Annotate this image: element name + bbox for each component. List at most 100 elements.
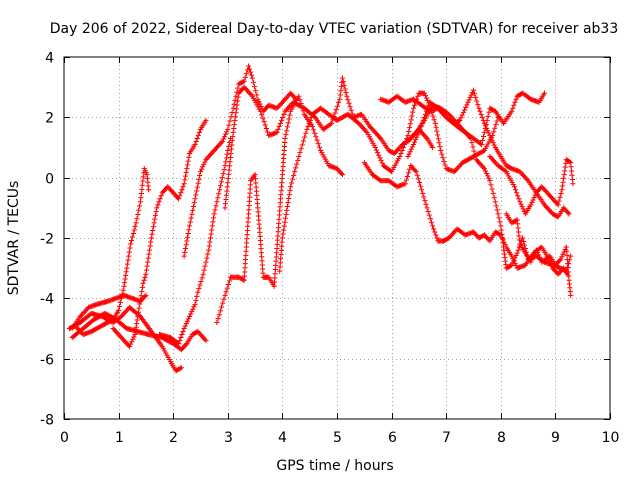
data-point <box>419 187 425 193</box>
data-point <box>434 235 440 241</box>
data-point <box>562 168 568 174</box>
data-point <box>312 130 318 136</box>
data-point <box>476 105 482 111</box>
data-point <box>338 170 344 177</box>
data-point <box>282 135 288 142</box>
data-point <box>460 109 466 116</box>
data-point <box>117 333 123 339</box>
data-point <box>405 153 411 160</box>
data-point <box>197 169 204 175</box>
data-point <box>126 344 133 350</box>
data-point <box>192 141 198 148</box>
data-point <box>138 293 144 299</box>
data-point <box>558 190 564 197</box>
data-point <box>488 135 494 141</box>
data-point <box>302 134 308 140</box>
data-point <box>132 328 139 334</box>
data-point <box>520 238 527 245</box>
data-point <box>414 134 420 140</box>
data-point <box>152 216 158 222</box>
data-point <box>221 296 227 302</box>
data-point <box>442 162 448 168</box>
data-point <box>200 164 206 170</box>
data-point <box>135 211 141 218</box>
data-point <box>256 99 262 105</box>
data-point <box>519 204 525 210</box>
data-point <box>436 140 442 146</box>
data-point <box>308 114 314 120</box>
data-point <box>512 99 518 105</box>
data-point <box>284 106 291 112</box>
data-point <box>116 307 122 313</box>
data-point <box>223 289 229 295</box>
data-point <box>123 269 129 275</box>
data-point <box>431 226 437 232</box>
data-point <box>400 144 406 151</box>
data-point <box>209 223 215 229</box>
data-point <box>136 305 142 311</box>
data-point <box>209 150 215 156</box>
data-point <box>178 365 184 371</box>
data-point <box>412 167 418 174</box>
data-point <box>477 141 484 147</box>
data-point <box>125 257 131 263</box>
data-point <box>457 162 463 168</box>
data-point <box>226 122 232 128</box>
data-point <box>227 118 233 124</box>
data-point <box>294 161 300 167</box>
data-point <box>210 219 216 225</box>
data-point <box>221 134 228 140</box>
data-point <box>136 203 143 209</box>
data-point <box>300 138 307 144</box>
data-point <box>215 315 221 322</box>
data-point <box>305 123 311 129</box>
data-point <box>226 143 232 150</box>
data-point <box>121 311 127 317</box>
data-point <box>202 263 208 269</box>
data-point <box>227 139 233 146</box>
data-point <box>543 203 549 209</box>
data-point <box>183 342 189 348</box>
data-point <box>472 152 478 158</box>
data-point <box>484 170 490 177</box>
data-point <box>206 153 213 159</box>
data-point <box>283 107 289 113</box>
data-point <box>257 101 263 107</box>
data-point <box>226 278 233 284</box>
data-point <box>416 129 422 136</box>
data-point <box>475 159 482 165</box>
x-tick-label: 7 <box>442 430 451 446</box>
data-point <box>431 117 437 123</box>
data-point <box>122 280 128 286</box>
x-tick-label: 5 <box>333 430 342 446</box>
series-track-16 <box>487 153 576 217</box>
data-point <box>458 115 464 121</box>
data-point <box>532 192 538 198</box>
series-track-11 <box>361 159 452 244</box>
data-point <box>274 129 280 136</box>
data-point <box>334 103 340 109</box>
data-point <box>231 125 237 132</box>
data-point <box>471 91 478 97</box>
data-point <box>405 170 412 176</box>
data-point <box>514 190 520 196</box>
data-point <box>251 83 258 90</box>
data-point <box>275 126 281 132</box>
data-point <box>220 136 227 142</box>
data-point <box>293 165 299 171</box>
data-point <box>281 223 287 229</box>
data-point <box>203 259 209 265</box>
data-point <box>491 159 498 165</box>
data-point <box>399 147 405 154</box>
data-point <box>241 78 247 84</box>
data-point <box>199 334 206 340</box>
data-point <box>198 166 205 172</box>
data-point <box>261 119 267 125</box>
data-point <box>223 155 230 161</box>
data-point <box>377 155 383 161</box>
data-point <box>362 127 368 133</box>
data-point <box>186 154 192 160</box>
data-point <box>420 117 426 123</box>
data-point <box>133 220 139 226</box>
